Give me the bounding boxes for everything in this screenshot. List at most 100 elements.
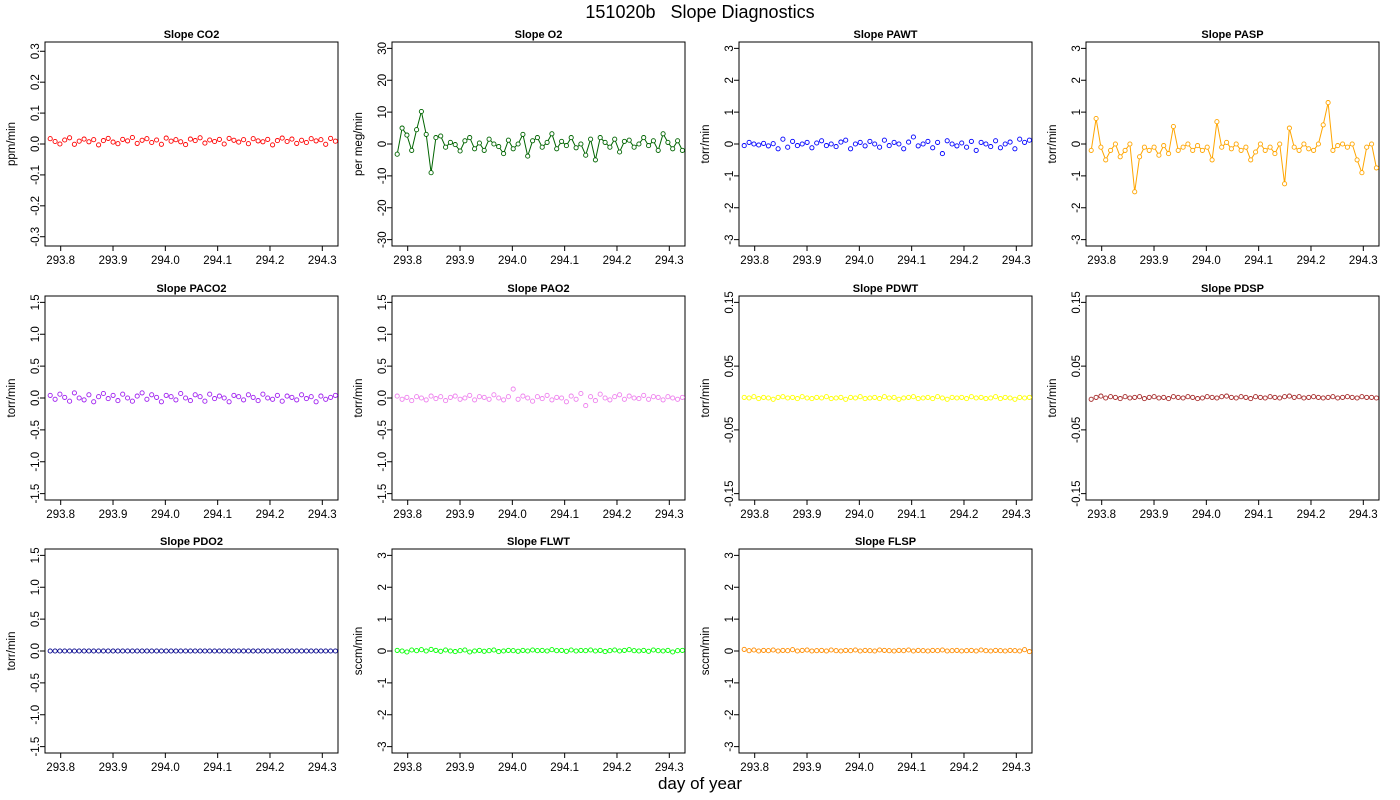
data-point (520, 131, 526, 137)
y-tick-label: -1 (724, 171, 736, 181)
data-point (559, 395, 565, 401)
data-point (964, 144, 970, 150)
data-point (751, 141, 757, 147)
chart-title: Slope PDO2 (160, 536, 223, 548)
data-point (86, 139, 92, 145)
data-point (901, 648, 907, 654)
data-point (241, 137, 247, 143)
x-tick-label: 294.2 (256, 255, 285, 267)
data-point (785, 395, 791, 401)
data-point (105, 648, 111, 654)
data-point (303, 648, 309, 654)
data-point (939, 151, 945, 157)
data-point (447, 648, 453, 654)
data-point (679, 147, 685, 153)
data-point (67, 398, 73, 404)
x-tick-label: 294.3 (308, 255, 337, 267)
data-point (1248, 157, 1254, 163)
data-point (187, 648, 193, 654)
data-point (602, 139, 608, 145)
data-point (1228, 146, 1234, 152)
data-point (939, 395, 945, 401)
data-point (313, 138, 319, 144)
data-point (457, 148, 463, 154)
plot-frame (1085, 295, 1380, 501)
data-point (848, 146, 854, 152)
y-tick-label: 20 (377, 74, 389, 87)
data-point (192, 648, 198, 654)
data-point (944, 396, 950, 402)
data-point (794, 648, 800, 654)
chart-panel: Slope CO2 293.8 293.9 294.0 294.1 294.2 294.3 -… (6, 29, 339, 267)
data-point (665, 394, 671, 400)
y-tick-label: 1.5 (377, 294, 389, 310)
data-point (178, 390, 184, 397)
data-point (799, 647, 805, 653)
data-point (260, 391, 266, 397)
data-point (641, 135, 647, 141)
data-point (1267, 144, 1273, 150)
data-point (621, 138, 627, 144)
x-tick-label: 294.2 (1297, 255, 1326, 267)
data-point (646, 143, 652, 149)
data-point (197, 135, 203, 141)
data-point (472, 397, 478, 403)
series-line (1090, 102, 1377, 192)
data-point (765, 395, 771, 401)
data-point (472, 648, 478, 654)
data-point (823, 143, 829, 149)
data-point (867, 648, 873, 654)
data-point (270, 648, 276, 654)
data-point (245, 141, 251, 147)
x-tick-label: 294.3 (308, 762, 337, 774)
data-point (491, 647, 497, 653)
data-point (1199, 147, 1205, 153)
data-point (299, 137, 305, 143)
data-point (187, 398, 193, 404)
y-axis-label: torr/min (6, 379, 18, 418)
data-point (930, 145, 936, 151)
x-tick-label: 294.3 (655, 762, 684, 774)
data-point (1224, 393, 1230, 399)
y-tick-label: -10 (377, 168, 389, 185)
data-point (746, 139, 752, 145)
x-tick-label: 294.1 (203, 255, 232, 267)
y-tick-label: -0.15 (724, 481, 736, 507)
y-axis-label: ppm/min (6, 122, 18, 166)
data-point (323, 141, 329, 147)
data-point (631, 648, 637, 654)
y-tick-label: 0.2 (30, 74, 42, 90)
data-point (819, 395, 825, 401)
data-point (935, 648, 941, 654)
data-point (438, 133, 444, 139)
y-tick-label: 3 (1071, 45, 1083, 51)
data-point (925, 138, 931, 144)
data-point (57, 648, 63, 654)
y-tick-label: 0.3 (30, 43, 42, 59)
data-point (1026, 137, 1032, 143)
data-point (794, 143, 800, 149)
data-point (1335, 395, 1341, 401)
data-point (260, 139, 266, 145)
x-tick-label: 294.3 (1002, 255, 1031, 267)
data-point (1224, 139, 1230, 145)
x-tick-label: 294.0 (151, 509, 180, 521)
data-point (848, 394, 854, 400)
data-point (751, 647, 757, 653)
data-point (1340, 394, 1346, 400)
y-tick-label: -0.05 (1071, 417, 1083, 443)
y-tick-label: -1.0 (377, 452, 389, 472)
y-tick-label: 0 (724, 648, 736, 654)
data-point (549, 397, 555, 403)
data-point (617, 648, 623, 654)
y-axis-label: sccm/min (353, 627, 365, 676)
data-point (867, 138, 873, 144)
data-point (255, 138, 261, 144)
x-tick-label: 294.2 (950, 762, 979, 774)
data-point (1330, 394, 1336, 400)
y-tick-label: 10 (377, 106, 389, 119)
x-tick-label: 293.8 (1087, 255, 1116, 267)
data-point (178, 648, 184, 654)
x-tick-label: 294.3 (1349, 509, 1378, 521)
data-point (1166, 396, 1172, 402)
